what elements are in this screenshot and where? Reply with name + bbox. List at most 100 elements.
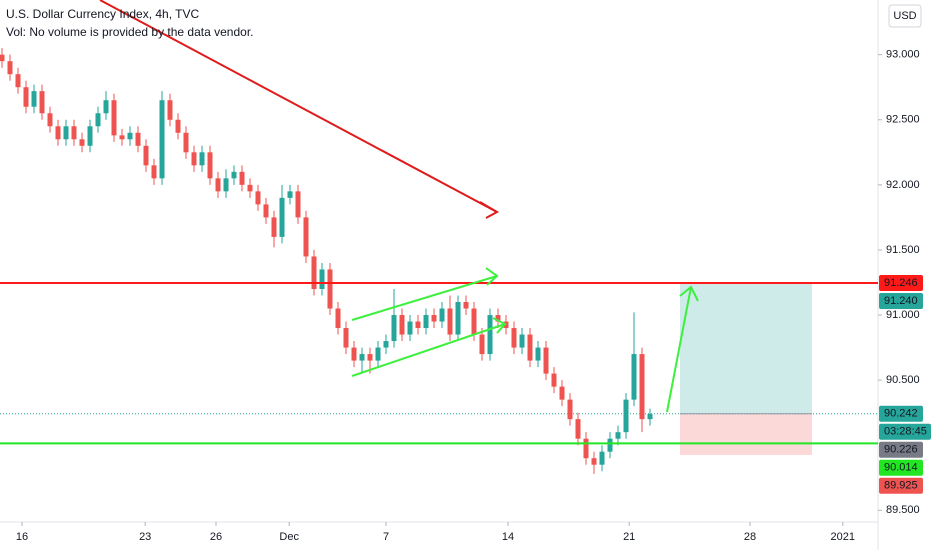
candle-body [575, 419, 581, 439]
candle-body [119, 135, 125, 140]
candle-body [63, 126, 69, 140]
price-label: 91.240 [884, 295, 918, 307]
candle-body [303, 217, 309, 257]
x-tick-label: 2021 [831, 531, 855, 543]
candle-body [559, 386, 565, 400]
candle-body [615, 432, 621, 439]
chart-subtitle: Vol: No volume is provided by the data v… [6, 25, 253, 39]
candle-body [383, 341, 389, 348]
candle-body [455, 302, 461, 335]
trend-arrow [99, 0, 498, 213]
candle-body [23, 87, 29, 107]
price-label-bg [879, 441, 923, 458]
projection-arrow-head [679, 285, 699, 302]
candle-body [607, 438, 613, 452]
candle-body [375, 347, 381, 361]
candle-body [103, 100, 109, 114]
price-label-bg [879, 292, 923, 309]
candle-body [15, 74, 21, 88]
candle-body [55, 126, 61, 140]
candle-body [175, 119, 181, 133]
candle-body [343, 328, 349, 348]
candle-body [599, 451, 605, 465]
price-label-bg [879, 423, 931, 440]
candle-body [287, 191, 293, 198]
price-label: 89.925 [884, 480, 918, 492]
price-label: 90.242 [884, 408, 918, 420]
channel-line [351, 323, 506, 377]
candle-body [471, 308, 477, 335]
price-label: 91.246 [884, 277, 918, 289]
candle-body [135, 132, 141, 146]
x-tick-label: Dec [279, 531, 299, 543]
candle-body [503, 321, 509, 329]
x-tick-label: 14 [502, 531, 514, 543]
candle-body [527, 334, 533, 361]
currency-button[interactable] [888, 4, 922, 28]
projection-arrow [666, 286, 692, 413]
candle-body [87, 126, 93, 146]
y-tick-label: 91.500 [886, 244, 920, 256]
price-label: 03:28:45 [884, 426, 927, 438]
candle-body [159, 100, 165, 179]
candle-body [0, 54, 5, 62]
candle-body [551, 373, 557, 387]
candle-body [591, 458, 597, 465]
x-tick-label: 26 [210, 531, 222, 543]
candle-body [223, 178, 229, 192]
candle-body [31, 91, 37, 107]
position-target-zone [680, 283, 812, 414]
candle-body [519, 334, 525, 348]
price-label: 90.014 [884, 462, 918, 474]
x-tick-label: 21 [623, 531, 635, 543]
candle-body [447, 308, 453, 335]
candle-body [231, 171, 237, 179]
candle-body [199, 152, 205, 166]
y-tick-label: 90.500 [886, 374, 920, 386]
candle-body [535, 347, 541, 361]
candle-body [495, 315, 501, 322]
x-tick-label: 7 [383, 531, 389, 543]
candle-body [367, 354, 373, 361]
position-stop-zone [680, 413, 812, 455]
y-tick-label: 91.000 [886, 309, 920, 321]
candle-body [39, 91, 45, 114]
y-tick-label: 89.500 [886, 504, 920, 516]
candle-body [255, 191, 261, 205]
candle-body [511, 328, 517, 348]
trend-arrow-head [479, 201, 500, 219]
candle-body [583, 438, 589, 459]
candle-body [351, 347, 357, 361]
candle-body [247, 184, 253, 192]
candle-body [151, 165, 157, 179]
candle-body [327, 269, 333, 309]
candle-body [167, 100, 173, 120]
candle-body [399, 315, 405, 335]
candle-body [415, 321, 421, 329]
candle-body [479, 334, 485, 355]
price-label: 90.226 [884, 444, 918, 456]
x-tick-label: 16 [16, 531, 28, 543]
channel-arrow-head [485, 267, 499, 286]
channel-line [351, 275, 498, 321]
candle-body [567, 399, 573, 420]
candle-body [623, 399, 629, 433]
candle-body [359, 354, 365, 361]
candle-body [71, 126, 77, 140]
candle-body [271, 217, 277, 237]
y-tick-label: 92.500 [886, 114, 920, 126]
candle-body [47, 113, 53, 127]
currency-button-label[interactable]: USD [893, 10, 916, 22]
candle-body [319, 269, 325, 289]
y-tick-label: 93.000 [886, 49, 920, 61]
candle-body [391, 315, 397, 342]
candle-body [431, 315, 437, 322]
candle-body [639, 354, 645, 420]
candle-body [143, 145, 149, 166]
candle-body [487, 315, 493, 355]
candle-body [207, 152, 213, 179]
channel-arrow-head [492, 317, 507, 334]
candle-body [543, 347, 549, 374]
x-tick-label: 28 [744, 531, 756, 543]
